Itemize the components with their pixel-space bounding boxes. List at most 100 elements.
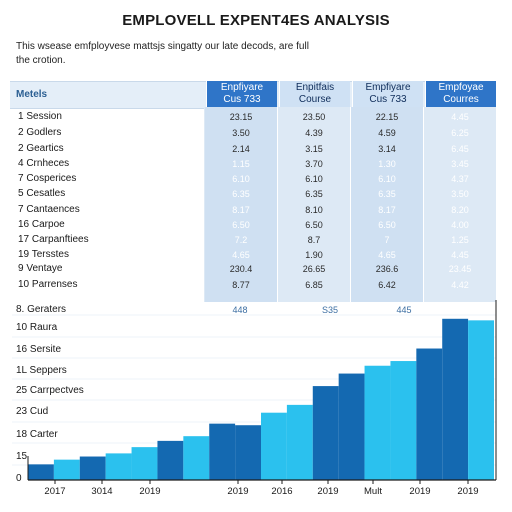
column-header: Enpitfais Course <box>279 81 350 107</box>
table-cell: 23.15 <box>229 112 253 122</box>
table-cell: 23.50 <box>302 112 326 122</box>
value-label: S35 <box>322 305 338 315</box>
row-label: 10 Parrenses <box>18 279 78 290</box>
bar <box>364 365 391 480</box>
table-cell: 4.00 <box>451 220 469 230</box>
x-tick-label: 2017 <box>44 486 65 497</box>
row-label: 5 Cesatles <box>18 188 66 199</box>
y-tick-label: 10 Raura <box>16 322 58 333</box>
table-cell: 6.42 <box>378 280 396 290</box>
table-cell: 4.39 <box>305 128 323 138</box>
y-tick-label: 23 Cud <box>16 406 48 417</box>
table-cell: 1.90 <box>305 250 323 260</box>
row-label: 19 Tersstes <box>18 249 69 260</box>
table-header-label: Metels <box>16 89 48 100</box>
table-cell: 6.35 <box>232 189 250 199</box>
table-cell: 6.45 <box>451 144 469 154</box>
bar <box>235 425 261 480</box>
y-tick-label: 15 <box>16 451 28 462</box>
table-cell: 6.10 <box>378 174 396 184</box>
value-label: 448 <box>232 305 247 315</box>
table-cell: 2.14 <box>232 144 250 154</box>
table-cell: 8.10 <box>305 205 323 215</box>
table-cell: 4.42 <box>451 280 469 290</box>
table-cell: 4.65 <box>378 250 396 260</box>
column-shade <box>351 107 423 319</box>
table-cell: 7 <box>384 235 390 245</box>
bar <box>79 456 106 480</box>
bar <box>338 373 365 480</box>
table-cell: 236.6 <box>375 264 399 274</box>
table-cell: 4.65 <box>232 250 250 260</box>
table-cell: 8.20 <box>451 205 469 215</box>
table-cell: 23.45 <box>448 264 472 274</box>
row-label: 17 Carpanftiees <box>18 234 89 245</box>
table-cell: 8.17 <box>378 205 396 215</box>
table-cell: 1.30 <box>378 159 396 169</box>
table-cell: 6.50 <box>305 220 323 230</box>
column-divider <box>350 107 351 319</box>
table-cell: 6.35 <box>378 189 396 199</box>
table-cell: 3.45 <box>451 159 469 169</box>
bar <box>183 436 210 480</box>
row-label: 2 Geartics <box>18 143 64 154</box>
table-cell: 3.50 <box>451 189 469 199</box>
table-cell: 6.10 <box>232 174 250 184</box>
y-tick-label: 18 Carter <box>16 429 58 440</box>
row-label: 1 Session <box>18 111 62 122</box>
table-cell: 26.65 <box>302 264 326 274</box>
bar <box>105 453 132 480</box>
x-tick-label: 2019 <box>409 486 430 497</box>
bar <box>209 423 236 480</box>
bar <box>131 447 158 480</box>
bar <box>261 412 287 480</box>
y-tick-label: 1L Seppers <box>16 365 67 376</box>
row-label: 16 Carpoe <box>18 219 65 230</box>
bar <box>390 361 417 480</box>
y-tick-label: 16 Sersite <box>16 344 61 355</box>
row-label: 7 Cantaences <box>18 204 80 215</box>
table-cell: 8.7 <box>307 235 321 245</box>
row-label: 4 Crnheces <box>18 158 70 169</box>
table-cell: 6.25 <box>451 128 469 138</box>
bar <box>416 348 443 480</box>
table-cell: 3.50 <box>232 128 250 138</box>
y-tick-label: 8. Geraters <box>16 304 66 315</box>
table-cell: 7.2 <box>234 235 248 245</box>
table-cell: 4.45 <box>451 250 469 260</box>
column-shade <box>205 107 277 319</box>
bar <box>157 440 184 480</box>
table-cell: 22.15 <box>375 112 399 122</box>
bar <box>312 386 339 480</box>
column-divider <box>277 107 278 319</box>
table-cell: 6.50 <box>232 220 250 230</box>
column-header: Empfiyare Cus 733 <box>352 81 423 107</box>
x-tick-label: 2019 <box>227 486 248 497</box>
row-label: 7 Cosperices <box>18 173 77 184</box>
row-label: 9 Ventaye <box>18 263 63 274</box>
table-cell: 4.37 <box>451 174 469 184</box>
column-header: Enpfiyare Cus 733 <box>206 81 277 107</box>
table-cell: 6.50 <box>378 220 396 230</box>
table-cell: 3.14 <box>378 144 396 154</box>
chart-subtitle: This wsease emfployvese mattsjs singatty… <box>16 41 309 66</box>
y-tick-label: 0 <box>16 473 22 484</box>
table-cell: 6.85 <box>305 280 323 290</box>
table-cell: 1.25 <box>451 235 469 245</box>
bar <box>28 464 54 480</box>
table-cell: 4.59 <box>378 128 396 138</box>
column-divider <box>423 107 424 319</box>
x-tick-label: 2019 <box>317 486 338 497</box>
table-cell: 1.15 <box>232 159 250 169</box>
row-label: 2 Godlers <box>18 127 62 138</box>
bar <box>442 318 469 480</box>
table-cell: 3.70 <box>305 159 323 169</box>
value-label: 445 <box>396 305 411 315</box>
x-tick-label: 3014 <box>91 486 112 497</box>
table-cell: 6.35 <box>305 189 323 199</box>
chart-title: EMPLOVELL EXPENT4ES ANALYSIS <box>122 12 390 29</box>
x-tick-label: 2016 <box>271 486 292 497</box>
table-cell: 230.4 <box>229 264 253 274</box>
x-tick-label: 2019 <box>139 486 160 497</box>
